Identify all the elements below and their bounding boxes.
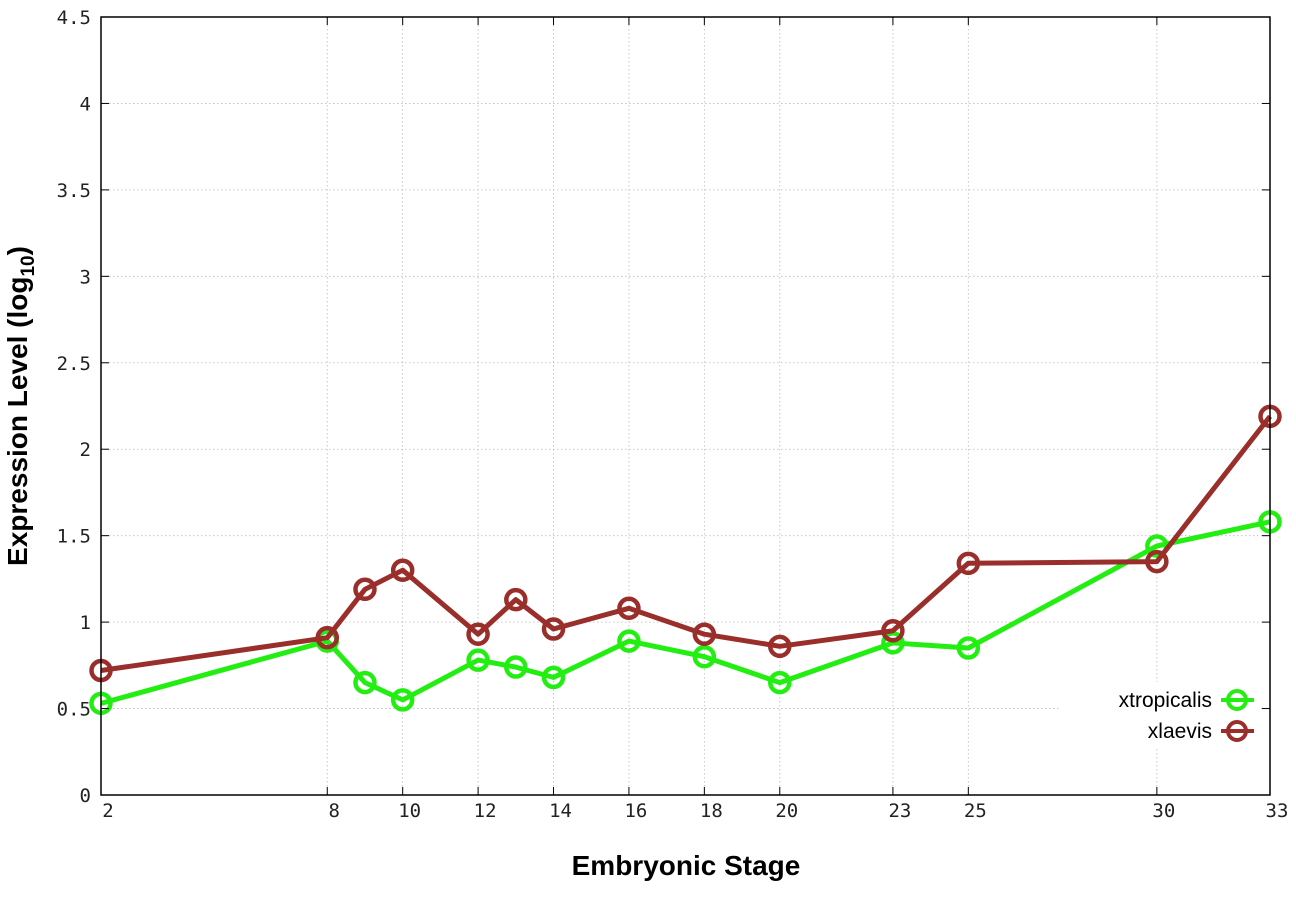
data-point-xtropicalis: [692, 644, 717, 669]
x-tick-label: 16: [624, 800, 647, 822]
y-tick-label: 4: [80, 93, 91, 115]
data-point-xlaevis: [956, 551, 981, 576]
data-point-xlaevis: [692, 622, 717, 646]
legend: xtropicalis xlaevis: [1060, 682, 1260, 748]
legend-marker-xtropicalis: [1226, 689, 1248, 711]
y-tick-label: 4.5: [57, 7, 91, 29]
x-tick-label: 8: [329, 800, 340, 822]
data-point-xtropicalis: [881, 631, 905, 655]
data-point-xtropicalis: [617, 629, 641, 653]
y-axis-title-main: Expression Level (log: [2, 277, 33, 566]
series-line-xlaevis: [100, 414, 1272, 673]
x-tick-label: 23: [888, 800, 911, 822]
legend-marker-xlaevis: [1226, 720, 1248, 742]
data-point-xlaevis: [1145, 549, 1169, 574]
data-point-xtropicalis: [956, 636, 981, 660]
series-xlaevis: [89, 404, 1282, 683]
data-point-xlaevis: [768, 634, 792, 659]
y-tick-label: 3: [80, 266, 91, 288]
x-tick-label: 25: [964, 800, 987, 822]
y-tick-label: 0: [80, 785, 91, 807]
y-tick-label: 1.5: [57, 526, 91, 548]
y-tick-label: 1: [80, 612, 91, 634]
y-axis-title-subscript: 10: [18, 255, 39, 276]
data-point-xtropicalis: [353, 670, 377, 695]
y-tick-label: 3.5: [57, 180, 91, 202]
data-point-xlaevis: [541, 617, 566, 641]
axis-ticks: 2 8 10 12 14 16 18 20 23 25 30 33 0 0.5 1 1.5 2 2.5 3 3.5 4 4…: [57, 7, 1289, 822]
data-point-xlaevis: [466, 622, 490, 646]
x-tick-label: 30: [1152, 800, 1175, 822]
data-point-xlaevis: [315, 625, 340, 650]
y-axis-title: Expression Level (log10): [2, 246, 39, 566]
x-tick-label: 2: [102, 800, 113, 822]
data-point-xtropicalis: [466, 648, 490, 672]
x-tick-label: 10: [398, 800, 421, 822]
y-tick-label: 0.5: [57, 699, 91, 721]
data-point-xlaevis: [353, 577, 377, 602]
legend-background: [1060, 682, 1260, 748]
data-point-xlaevis: [390, 558, 415, 582]
series-line-xtropicalis: [100, 519, 1271, 706]
y-tick-label: 2: [80, 439, 91, 461]
x-tick-label: 20: [775, 800, 798, 822]
data-point-xtropicalis: [504, 655, 528, 679]
plot-frame: [100, 16, 1271, 796]
legend-label-xlaevis: xlaevis: [1148, 720, 1212, 743]
x-tick-label: 18: [700, 800, 723, 822]
x-tick-label: 12: [474, 800, 497, 822]
legend-label-xtropicalis: xtropicalis: [1119, 689, 1212, 712]
data-point-xlaevis: [881, 619, 905, 643]
x-axis-title: Embryonic Stage: [572, 850, 801, 881]
data-point-xlaevis: [504, 587, 528, 612]
y-tick-label: 2.5: [57, 353, 91, 375]
data-point-xtropicalis: [390, 688, 415, 712]
data-point-xlaevis: [617, 596, 641, 621]
data-point-xtropicalis: [768, 670, 792, 695]
y-axis-title-close: ): [2, 246, 33, 255]
x-tick-label: 33: [1266, 800, 1289, 822]
x-tick-label: 14: [549, 800, 572, 822]
data-point-xtropicalis: [541, 665, 566, 690]
series-layer: [89, 404, 1282, 716]
grid-lines: [101, 17, 1270, 795]
